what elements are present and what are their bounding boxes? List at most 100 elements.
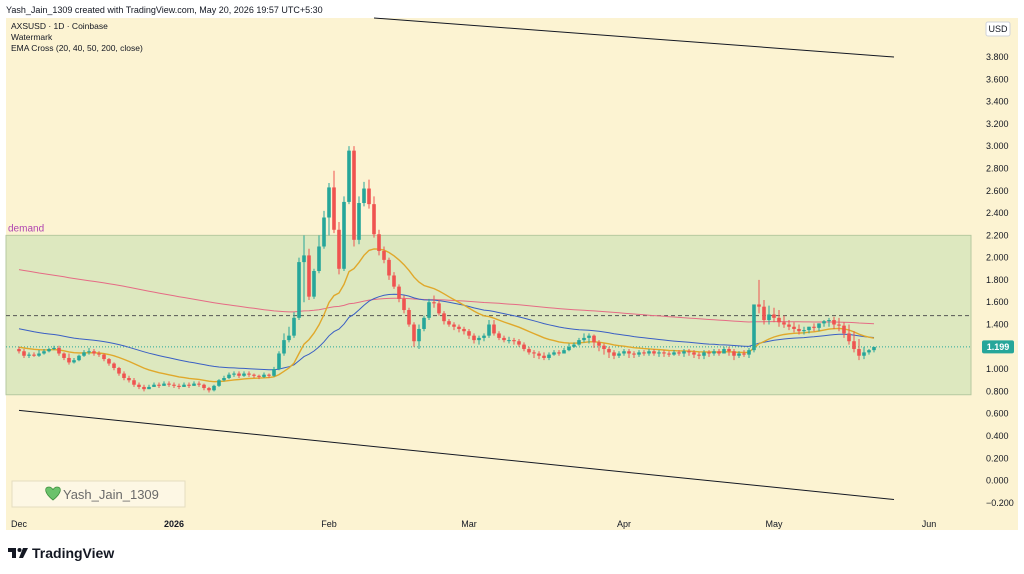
candle-body — [622, 351, 626, 354]
candle — [57, 345, 61, 356]
candle-body — [572, 344, 576, 347]
tradingview-logo-text: TradingView — [32, 545, 114, 561]
price-tick-label: 2.800 — [986, 163, 1009, 173]
candle — [442, 311, 446, 325]
candle-body — [847, 333, 851, 342]
candle — [822, 320, 826, 327]
candle — [282, 333, 286, 356]
candle-body — [752, 304, 756, 351]
candle — [242, 371, 246, 377]
candle — [867, 349, 871, 355]
price-tick-label: 0.200 — [986, 453, 1009, 463]
candle-body — [712, 351, 716, 354]
candle — [497, 331, 501, 341]
price-tick-label: 3.000 — [986, 141, 1009, 151]
candle-body — [157, 384, 161, 386]
ema-slow-line — [18, 293, 875, 371]
candle-body — [747, 350, 751, 355]
candle-body — [457, 326, 461, 329]
candle-body — [137, 384, 141, 387]
candle — [802, 326, 806, 335]
candle — [492, 320, 496, 336]
last-price-badge: 1.199 — [982, 340, 1014, 354]
candle — [347, 146, 351, 205]
trendline-lower — [18, 409, 895, 501]
candle-body — [422, 317, 426, 329]
candle — [27, 352, 31, 358]
tradingview-logo[interactable]: TradingView — [8, 545, 114, 561]
candle-body — [452, 324, 456, 327]
candle — [142, 384, 146, 392]
candle — [172, 382, 176, 389]
candle-body — [617, 353, 621, 356]
candle — [97, 351, 101, 357]
candle — [417, 324, 421, 350]
candle — [362, 181, 366, 207]
candle — [412, 322, 416, 347]
candle-body — [602, 345, 606, 350]
candle — [382, 246, 386, 264]
time-axis-labels: Dec 2026 Feb Mar Apr May Jun — [11, 519, 936, 529]
candle-body — [87, 351, 91, 353]
candle — [577, 337, 581, 346]
heart-icon — [45, 486, 61, 501]
candle — [437, 299, 441, 316]
candle-body — [107, 359, 111, 364]
candle — [662, 350, 666, 357]
candle-body — [207, 388, 211, 391]
candle — [842, 322, 846, 338]
candle-body — [147, 386, 151, 390]
candle-body — [402, 298, 406, 311]
candle — [652, 349, 656, 356]
candle-body — [542, 355, 546, 358]
candle-body — [172, 384, 176, 386]
candle-body — [377, 234, 381, 251]
candle-body — [167, 383, 171, 385]
candle — [402, 295, 406, 314]
price-tick-label: 2.200 — [986, 230, 1009, 240]
price-tick-label: 3.600 — [986, 74, 1009, 84]
candle — [122, 371, 126, 381]
candle-body — [117, 367, 121, 374]
candle — [132, 378, 136, 387]
candle-body — [142, 386, 146, 390]
candle-body — [227, 374, 231, 379]
candle — [82, 350, 86, 357]
candle — [617, 351, 621, 358]
candle-body — [592, 335, 596, 343]
candle — [257, 374, 261, 380]
candle — [312, 268, 316, 299]
candle-body — [517, 341, 521, 345]
candle — [847, 324, 851, 345]
candle-body — [242, 373, 246, 376]
candle — [37, 350, 41, 357]
candle-body — [47, 349, 51, 352]
candle-body — [872, 346, 876, 351]
candle-body — [647, 351, 651, 354]
time-tick-label: Dec — [11, 519, 28, 529]
candle — [272, 366, 276, 377]
price-tick-label: 1.600 — [986, 297, 1009, 307]
ema-fast-line — [18, 248, 875, 383]
candle — [582, 333, 586, 343]
candle-body — [812, 326, 816, 328]
candle — [297, 257, 301, 321]
candle — [92, 349, 96, 356]
candle — [532, 350, 536, 358]
candle-body — [122, 373, 126, 379]
candle — [762, 299, 766, 325]
candle — [322, 210, 326, 249]
candle — [522, 342, 526, 352]
candle — [632, 351, 636, 358]
price-tick-label: 0.400 — [986, 431, 1009, 441]
currency-badge[interactable]: USD — [985, 21, 1011, 37]
candle — [637, 350, 641, 357]
candle — [752, 304, 756, 353]
candle-body — [717, 351, 721, 354]
time-tick-label: May — [765, 519, 783, 529]
candle-body — [337, 229, 341, 269]
candle-body — [357, 203, 361, 240]
candle-body — [427, 302, 431, 318]
candle-body — [292, 317, 296, 336]
